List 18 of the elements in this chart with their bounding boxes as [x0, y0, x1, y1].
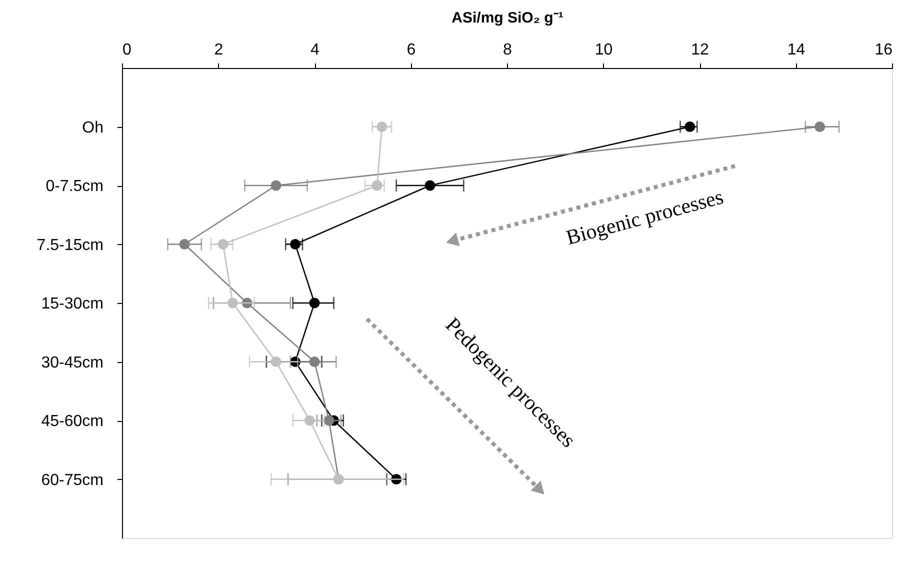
y-tick-label: Oh	[82, 119, 104, 136]
x-tick-label: 10	[594, 42, 613, 58]
y-tick-label: 15-30cm	[41, 296, 104, 312]
x-axis-title: ASi/mg SiO₂ g⁻¹	[452, 10, 564, 26]
y-tick-label: 60-75cm	[41, 472, 104, 489]
x-tick-label: 12	[691, 42, 709, 58]
x-tick-label: 8	[503, 42, 512, 58]
y-tick-label: 30-45cm	[41, 354, 104, 372]
x-tick-label: 16	[874, 42, 893, 58]
x-tick-label: 0	[122, 42, 132, 58]
x-tick-label: 2	[214, 42, 224, 58]
annotation: Biogenic processes	[564, 184, 726, 250]
y-tick-label: 7.5-15cm	[36, 236, 104, 254]
y-tick-label: 0-7.5cm	[46, 178, 104, 195]
y-tick-label: 45-60cm	[41, 413, 104, 430]
x-tick-label: 4	[310, 42, 320, 58]
x-tick-label: 6	[406, 42, 416, 58]
x-tick-label: 14	[787, 42, 806, 58]
